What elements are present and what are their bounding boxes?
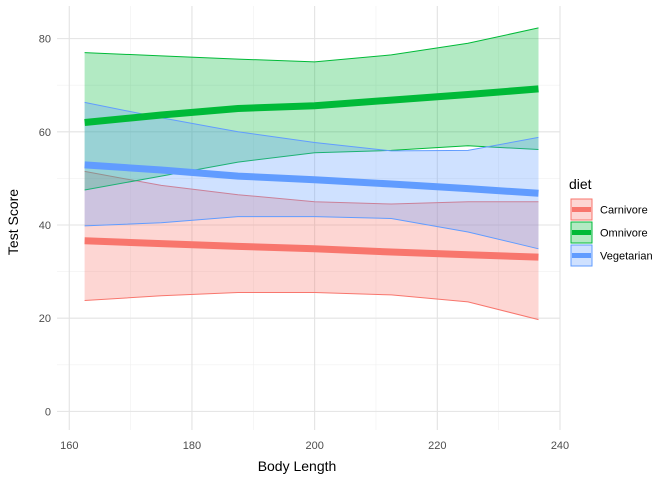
x-tick-label: 180: [183, 440, 201, 452]
y-tick-label: 60: [39, 127, 51, 139]
legend-item-carnivore: Carnivore: [570, 198, 648, 221]
confidence-bands: [84, 27, 539, 321]
y-tick-label: 0: [45, 406, 51, 418]
vegetarian-band-lower: [84, 216, 539, 250]
x-tick-label: 220: [428, 440, 446, 452]
legend-item-vegetarian: Vegetarian: [570, 244, 653, 267]
y-tick-label: 20: [39, 313, 51, 325]
y-tick-label: 40: [39, 220, 51, 232]
legend: diet Carnivore Omnivore Vegetarian: [569, 176, 653, 267]
legend-keys: Carnivore Omnivore Vegetarian: [570, 198, 653, 267]
carnivore-fit-line: [84, 237, 539, 261]
x-tick-label: 200: [305, 440, 323, 452]
legend-label-carnivore: Carnivore: [600, 205, 648, 217]
x-tick-label: 240: [551, 440, 569, 452]
carnivore-band-lower: [84, 292, 539, 321]
y-tick-label: 80: [39, 34, 51, 46]
legend-item-omnivore: Omnivore: [570, 221, 648, 244]
legend-label-omnivore: Omnivore: [600, 228, 648, 240]
carnivore-band-upper: [84, 170, 539, 205]
y-axis-title: Test Score: [5, 189, 21, 255]
omnivore-fit-line: [84, 85, 539, 126]
x-axis-title: Body Length: [258, 458, 337, 474]
grid-layer: [57, 6, 561, 430]
legend-label-vegetarian: Vegetarian: [600, 251, 653, 263]
legend-title: diet: [569, 176, 592, 192]
vegetarian-band: [84, 102, 539, 249]
tick-labels: 160 180 200 220 240 0 20 40 60 80: [39, 34, 569, 452]
x-tick-label: 160: [60, 440, 78, 452]
omnivore-band-lower: [84, 145, 539, 191]
omnivore-band-upper: [84, 27, 539, 63]
fit-lines: [84, 85, 539, 261]
vegetarian-fit-line: [84, 161, 539, 197]
